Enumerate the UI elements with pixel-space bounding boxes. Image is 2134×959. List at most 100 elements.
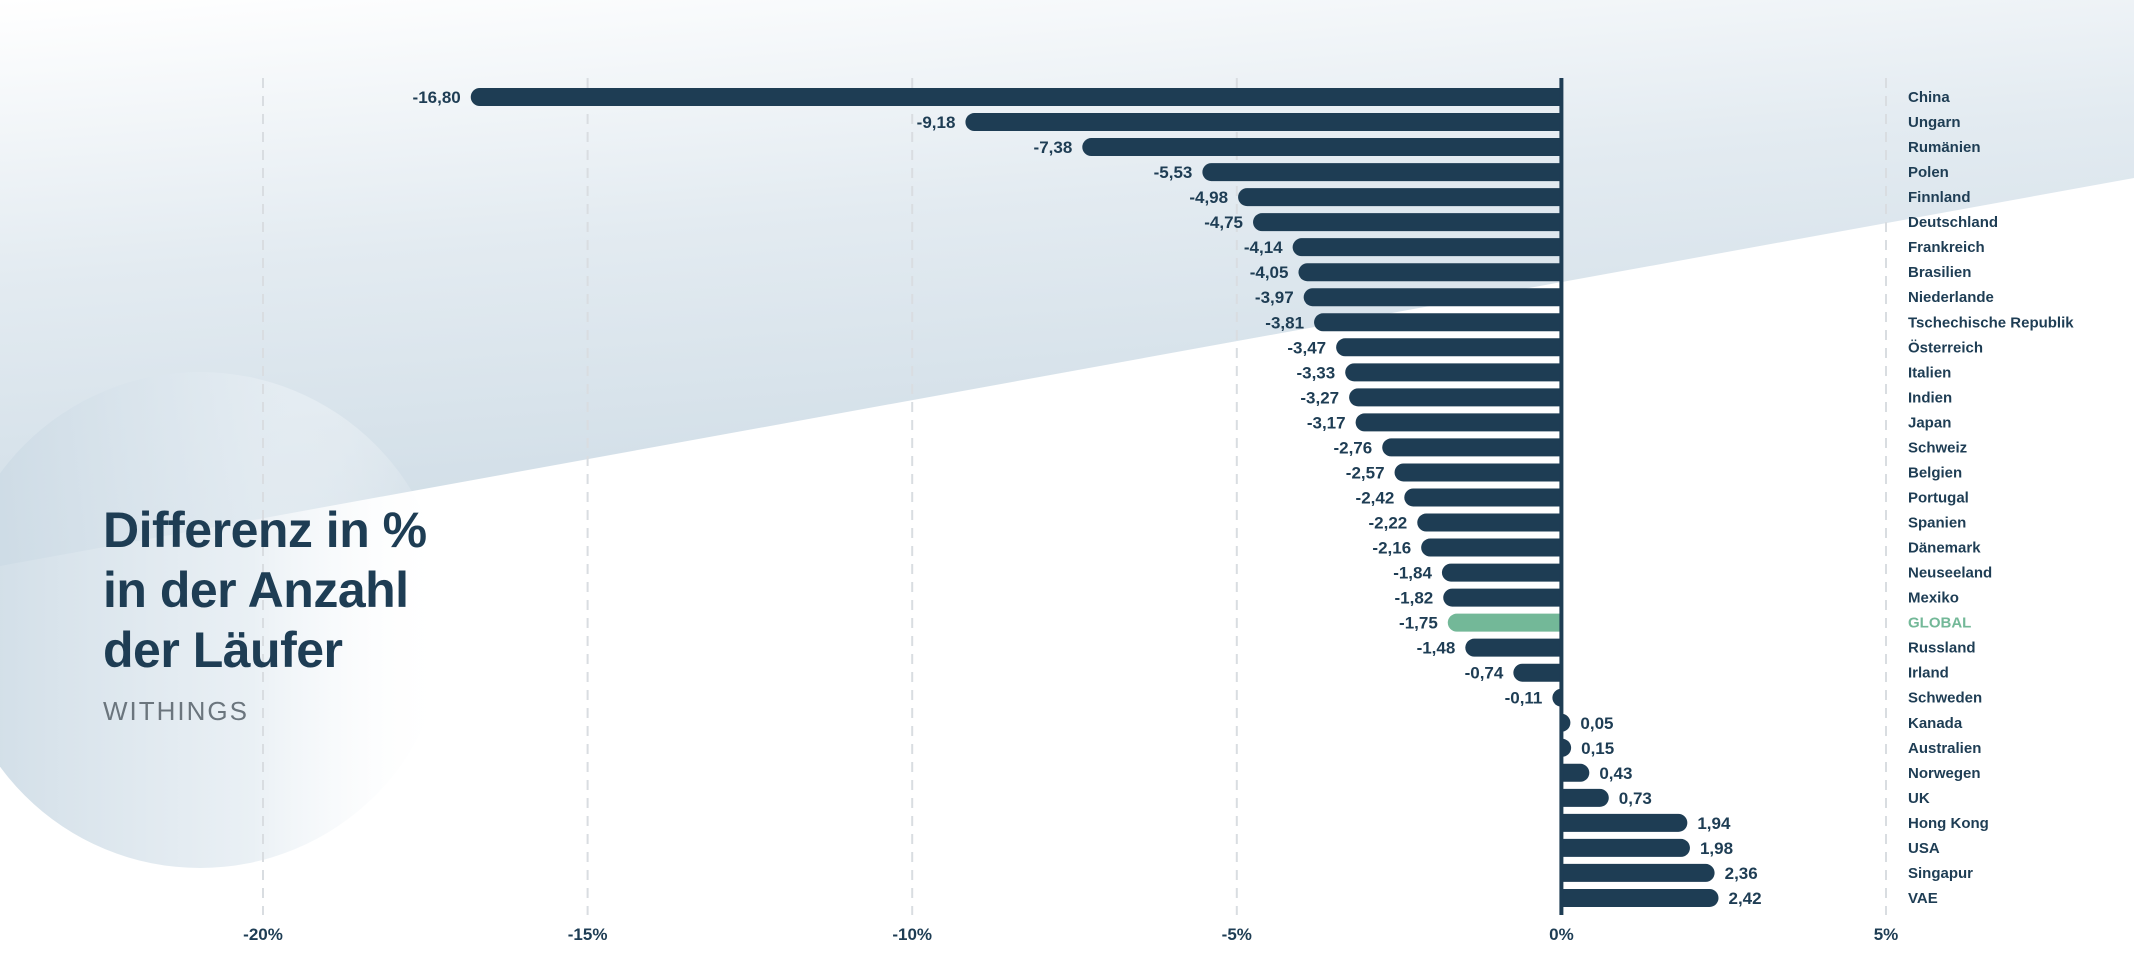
category-label: Österreich <box>1908 339 1983 356</box>
category-label: UK <box>1908 790 1930 807</box>
category-label: China <box>1908 89 1950 106</box>
bars <box>470 88 1719 907</box>
category-label: Norwegen <box>1908 765 1981 782</box>
bar <box>1421 538 1562 557</box>
bar <box>1292 238 1562 257</box>
bar <box>1238 188 1562 207</box>
value-label: -2,76 <box>1333 438 1372 457</box>
bar-global <box>1447 613 1562 632</box>
value-label: -4,75 <box>1204 213 1243 232</box>
brand-label: WITHINGS <box>103 696 249 726</box>
value-label: 2,42 <box>1729 889 1762 908</box>
bar <box>1513 663 1562 682</box>
x-tick-labels: -20% -15% -10% -5% 0% 5% <box>243 925 1898 944</box>
value-label: 1,94 <box>1697 814 1731 833</box>
value-label: -3,27 <box>1300 388 1339 407</box>
value-label: -7,38 <box>1034 138 1073 157</box>
bar <box>1561 838 1690 857</box>
bar <box>1561 813 1688 832</box>
bar <box>1082 138 1562 157</box>
value-label: 0,43 <box>1599 764 1632 783</box>
chart-title-block: Differenz in % in der Anzahl der Läufer … <box>103 500 427 727</box>
category-label: Tschechische Republik <box>1908 314 2074 331</box>
value-label: -4,05 <box>1250 263 1289 282</box>
bar <box>1303 288 1562 307</box>
chart-title-line-2: in der Anzahl <box>103 562 409 618</box>
circle-shape <box>0 372 448 868</box>
category-label: Niederlande <box>1908 289 1994 306</box>
bar <box>1314 313 1562 332</box>
bar <box>1336 338 1562 357</box>
value-label: -3,17 <box>1307 413 1346 432</box>
value-label: 1,98 <box>1700 839 1733 858</box>
diagonal-band-shape <box>0 0 2134 566</box>
value-label: -0,74 <box>1465 664 1504 683</box>
bar <box>1561 763 1590 782</box>
bar <box>1298 263 1562 282</box>
bar <box>1404 488 1562 507</box>
value-label: -4,98 <box>1189 188 1228 207</box>
x-tick-label: -20% <box>243 925 283 944</box>
value-label: -16,80 <box>413 88 461 107</box>
gridlines <box>262 78 1887 915</box>
category-label: VAE <box>1908 890 1938 907</box>
bar <box>1561 863 1715 882</box>
bar <box>1394 463 1562 482</box>
value-label: 0,05 <box>1580 714 1613 733</box>
category-label: Deutschland <box>1908 214 1998 231</box>
value-label: -2,42 <box>1356 488 1395 507</box>
x-tick-label: -15% <box>568 925 608 944</box>
bar <box>1443 588 1562 607</box>
value-label: 0,73 <box>1619 789 1652 808</box>
bar <box>1441 563 1562 582</box>
bar <box>1355 413 1562 432</box>
category-label: Australien <box>1908 740 1981 757</box>
value-label: -3,81 <box>1265 313 1304 332</box>
category-label: Hong Kong <box>1908 815 1989 832</box>
x-tick-label: 0% <box>1549 925 1574 944</box>
category-label: Rumänien <box>1908 139 1981 156</box>
value-label: -3,97 <box>1255 288 1294 307</box>
value-label: -3,47 <box>1287 338 1326 357</box>
category-label: Finnland <box>1908 189 1971 206</box>
value-label: -2,22 <box>1369 514 1408 533</box>
value-label: -1,82 <box>1394 589 1433 608</box>
category-label: Polen <box>1908 164 1949 181</box>
category-label-global: GLOBAL <box>1908 615 1971 632</box>
bar <box>1561 713 1571 732</box>
bar <box>1465 638 1562 657</box>
category-label: Ungarn <box>1908 114 1961 131</box>
value-label: -3,33 <box>1296 363 1335 382</box>
value-label: -1,48 <box>1417 639 1456 658</box>
category-label: Dänemark <box>1908 540 1981 557</box>
value-label: -0,11 <box>1505 689 1543 708</box>
bar <box>1561 788 1609 807</box>
category-label: Schweden <box>1908 690 1982 707</box>
category-labels: China Ungarn Rumänien Polen Finnland Deutschl… <box>1908 89 2074 907</box>
category-label: Frankreich <box>1908 239 1985 256</box>
bar <box>1382 438 1562 457</box>
x-tick-label: 5% <box>1874 925 1899 944</box>
category-label: Italien <box>1908 364 1951 381</box>
bar <box>1561 888 1719 907</box>
bar <box>1417 513 1562 532</box>
category-label: Indien <box>1908 389 1952 406</box>
category-label: USA <box>1908 840 1940 857</box>
value-label: -2,16 <box>1372 539 1411 558</box>
category-label: Schweiz <box>1908 439 1967 456</box>
category-label: Belgien <box>1908 464 1962 481</box>
category-label: Russland <box>1908 640 1976 657</box>
category-label: Kanada <box>1908 715 1963 732</box>
bar <box>965 113 1562 132</box>
category-label: Mexiko <box>1908 590 1959 607</box>
category-label: Japan <box>1908 414 1951 431</box>
bar <box>1552 688 1562 707</box>
value-label: -9,18 <box>917 113 956 132</box>
category-label: Spanien <box>1908 515 1966 532</box>
value-label: -2,57 <box>1346 463 1385 482</box>
category-label: Neuseeland <box>1908 565 1992 582</box>
value-label: -4,14 <box>1244 238 1283 257</box>
category-label: Portugal <box>1908 489 1969 506</box>
